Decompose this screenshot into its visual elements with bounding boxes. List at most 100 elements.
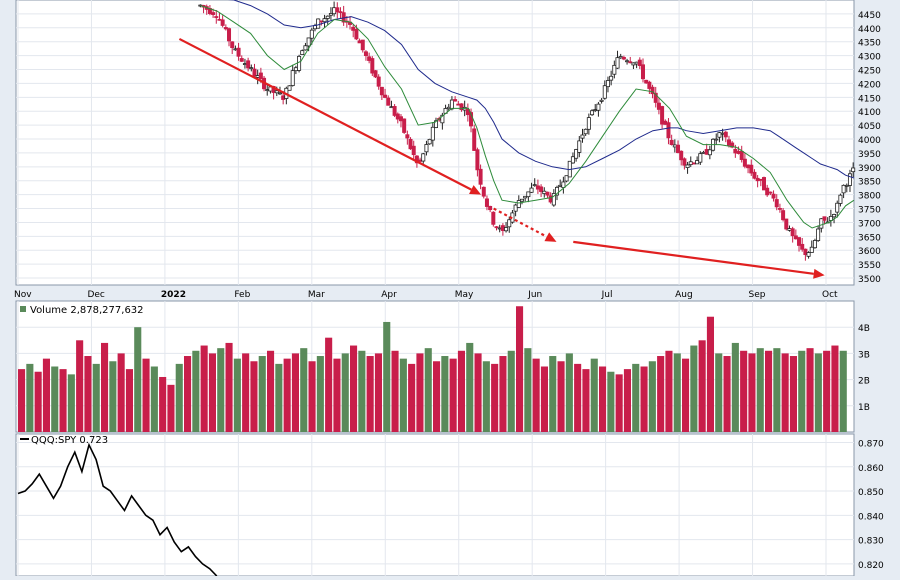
volume-bar [482,361,490,432]
volume-bar [134,327,142,432]
candle-body [761,177,766,191]
candle-body [800,243,805,250]
volume-bar [789,356,797,432]
volume-bar [283,358,291,432]
candle-body [300,50,305,55]
candle-body [631,62,636,66]
price-tick-label: 3600 [858,247,881,257]
candle-body [395,113,400,120]
candle-body [555,186,560,196]
candle-body [303,45,308,51]
candle-body [220,19,225,26]
candle-body [529,187,534,193]
candle-body [484,198,489,207]
volume-bar [59,369,67,432]
volume-bar [532,358,540,432]
volume-bar [92,363,100,432]
volume-bar [607,371,615,432]
price-tick-label: 3650 [858,233,881,243]
candle-body [513,204,518,212]
candle-body [847,173,852,186]
candle-body [644,79,649,84]
volume-bar [491,363,499,432]
ratio-tick-label: 0.840 [858,512,884,522]
candle-body [465,108,470,116]
candle-body [704,149,709,155]
candle-body [660,106,665,125]
candle-body [615,57,620,69]
candle-body [739,150,744,160]
candle-body [742,158,747,167]
candle-body [577,140,582,153]
candle-body [379,86,384,96]
volume-bar [42,358,50,432]
candle-body [628,61,633,64]
ratio-tick-label: 0.820 [858,561,884,571]
candle-body [784,218,789,230]
candle-body [809,246,814,253]
volume-bar [449,358,457,432]
ratio-grid [16,441,854,565]
volume-bar [831,345,839,432]
candle-body [726,139,731,146]
x-tick-label: May [455,290,474,300]
candle-body [252,68,257,77]
candle-body [714,138,719,141]
candle-body [707,149,712,156]
candle-body [389,106,394,109]
candle-body [599,99,604,102]
candle-body [717,132,722,138]
candle-body [535,185,540,190]
volume-tick-label: 3B [858,350,870,360]
candle-body [478,168,483,185]
candle-body [841,184,846,194]
candle-body [685,164,690,168]
candle-body [239,58,244,62]
candle-body [679,150,684,161]
volume-tick-label: 4B [858,324,870,334]
volume-bar [590,358,598,432]
volume-bar [341,353,349,432]
candle-body [211,12,216,15]
candle-body [217,18,222,21]
volume-bar [358,350,366,432]
price-tick-label: 3700 [858,219,881,229]
volume-bar [26,363,34,432]
volume-bar [167,384,175,432]
candle-body [634,61,639,65]
volume-bar [34,371,42,432]
volume-bar [316,356,324,432]
candle-body [574,149,579,159]
x-tick-label: Feb [234,290,250,300]
price-tick-label: 4450 [858,11,881,21]
candle-body [790,228,795,237]
candle-body [507,219,512,228]
candle-body [812,240,817,249]
candle-body [328,13,333,16]
volume-bar [540,366,548,432]
candle-body [682,158,687,166]
x-tick-label: Oct [822,290,838,300]
price-tick-label: 4100 [858,108,881,118]
candle-body [293,67,298,72]
candle-body [306,37,311,47]
volume-bar [217,348,225,432]
volume-bar [756,348,764,432]
candle-body [806,252,811,257]
candle-body [421,153,426,162]
volume-bar [457,350,465,432]
ratio-legend: QQQ:SPY 0.723 [20,435,108,446]
candle-body [580,134,585,139]
trend-arrow-head [469,185,482,195]
candle-body [360,39,365,51]
volume-bar [823,350,831,432]
ratio-series-line [17,442,218,577]
candle-body [519,198,524,202]
candle-body [497,227,502,230]
candle-body [733,148,738,154]
candle-body [593,109,598,111]
volume-bar [51,366,59,432]
price-tick-label: 4350 [858,39,881,49]
candle-body [427,138,432,145]
candle-body [475,149,480,171]
